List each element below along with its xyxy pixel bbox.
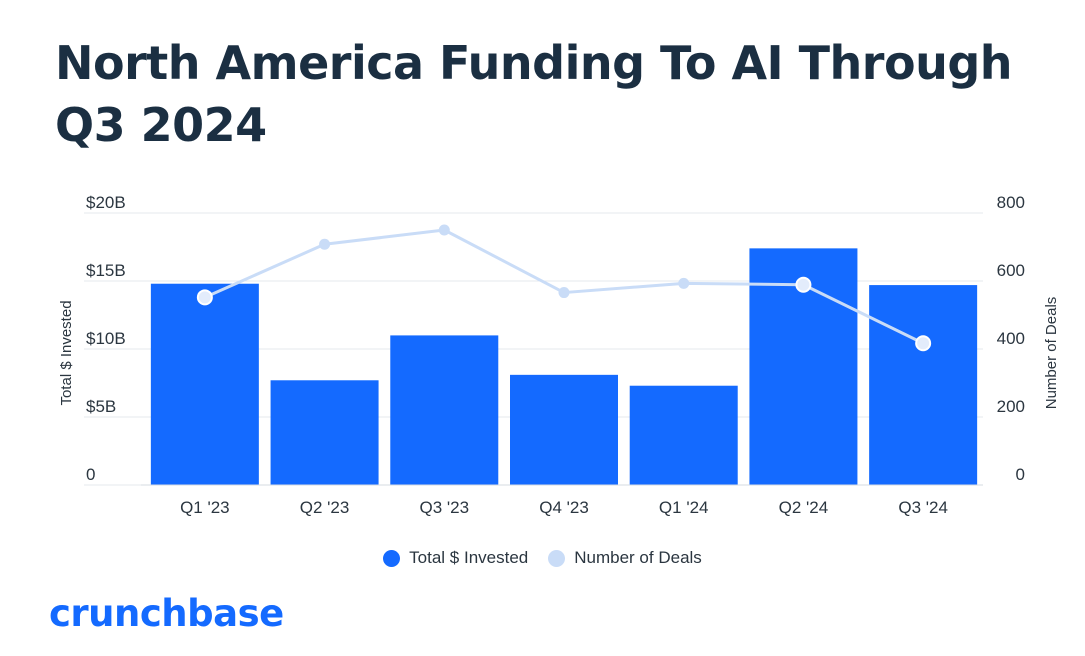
- y-left-tick-label: $15B: [86, 261, 126, 280]
- legend-swatch-invested: [383, 549, 401, 567]
- y-right-tick-label: 600: [997, 261, 1025, 280]
- deals-point-5: [678, 277, 690, 289]
- x-tick-label: Q3 '23: [420, 498, 470, 517]
- axes: 0 0 $5B 200 $10B 400 $15B 600 $20B 800 Q1 '23 Q2 '2…: [86, 193, 1025, 517]
- y-right-tick-label: 800: [997, 193, 1025, 212]
- bar-1: [150, 283, 259, 485]
- deals-point-6: [795, 276, 812, 293]
- x-tick-label: Q4 '23: [539, 498, 589, 517]
- y-left-tick-label: 0: [86, 465, 95, 484]
- deals-point-1: [196, 289, 213, 306]
- y-right-tick-label: 200: [997, 397, 1025, 416]
- y-left-tick-label: $20B: [86, 193, 126, 212]
- chart-title: North America Funding To AI Through Q3 2…: [55, 36, 1013, 152]
- deals-line-series: [196, 224, 932, 352]
- legend-swatch-deals: [548, 549, 566, 567]
- y-axis-left-title: Total $ Invested: [58, 300, 75, 405]
- bar-3: [390, 335, 499, 485]
- legend-item-deals[interactable]: Number of Deals: [548, 548, 702, 568]
- x-tick-label: Q1 '24: [659, 498, 709, 517]
- y-left-tick-label: $10B: [86, 329, 126, 348]
- y-axis-right-title: Number of Deals: [1043, 297, 1060, 410]
- bar-5: [629, 385, 738, 485]
- crunchbase-logo[interactable]: crunchbase: [49, 592, 284, 635]
- bar-4: [510, 374, 618, 485]
- x-tick-label: Q1 '23: [180, 498, 230, 517]
- deals-point-3: [438, 224, 450, 236]
- x-tick-label: Q2 '23: [300, 498, 350, 517]
- legend: Total $ Invested Number of Deals: [0, 546, 1085, 570]
- bar-series: [150, 248, 978, 485]
- bar-7: [869, 285, 978, 485]
- bar-2: [270, 380, 379, 485]
- legend-item-invested[interactable]: Total $ Invested: [383, 548, 528, 568]
- y-right-tick-label: 400: [997, 329, 1025, 348]
- legend-label-deals: Number of Deals: [574, 548, 702, 567]
- legend-label-invested: Total $ Invested: [409, 548, 529, 567]
- x-tick-label: Q2 '24: [779, 498, 829, 517]
- deals-point-2: [319, 238, 331, 250]
- y-left-tick-label: $5B: [86, 397, 116, 416]
- y-right-tick-label: 0: [1016, 465, 1025, 484]
- x-tick-label: Q3 '24: [898, 498, 948, 517]
- deals-point-4: [558, 287, 570, 299]
- deals-point-7: [915, 335, 932, 352]
